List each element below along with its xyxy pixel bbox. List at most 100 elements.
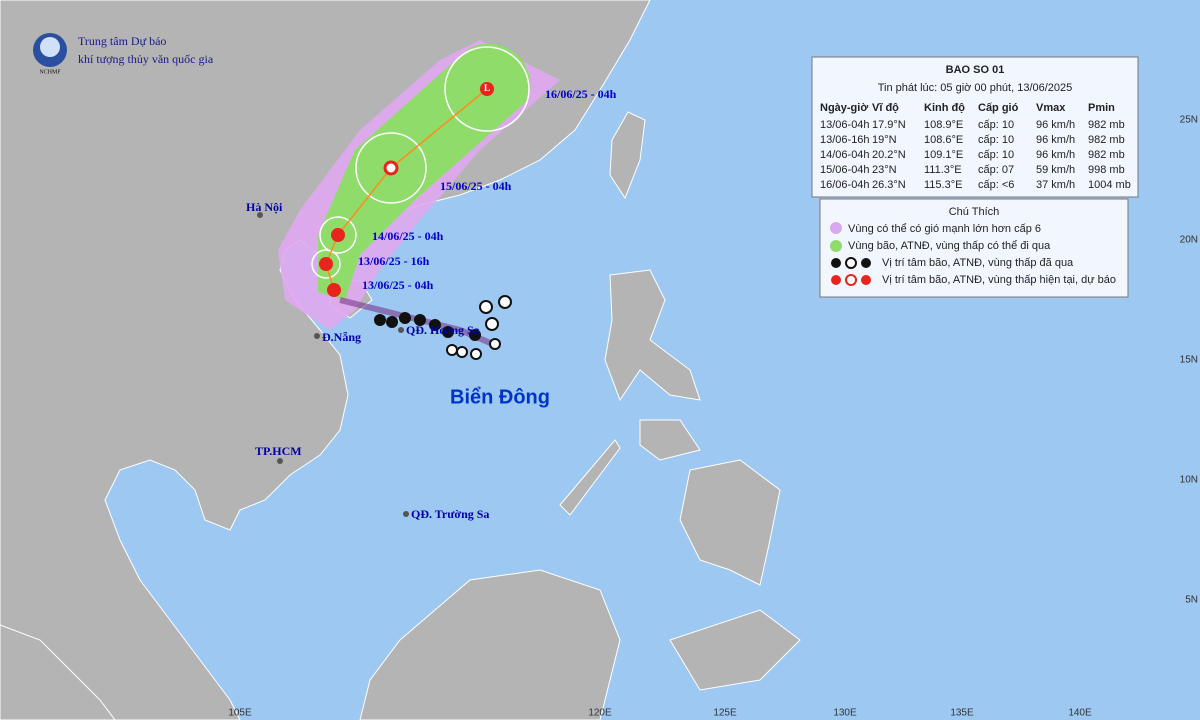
table-cell: 109.1°E xyxy=(924,149,963,161)
map-shape xyxy=(398,327,404,333)
map-shape: L xyxy=(484,83,490,93)
table-cell: 13/06-16h xyxy=(820,134,870,146)
logo: NCHMF xyxy=(33,33,67,75)
map-label: khí tượng thủy văn quốc gia xyxy=(78,52,214,66)
map-shape xyxy=(830,240,842,252)
map-label: Hà Nội xyxy=(246,200,283,214)
lon-label: 120E xyxy=(588,708,612,719)
column-header: Vĩ độ xyxy=(872,102,899,114)
column-header: Kinh độ xyxy=(924,102,965,114)
map-label: Đ.Nẵng xyxy=(322,330,361,344)
column-header: Vmax xyxy=(1036,102,1066,114)
map-shape xyxy=(679,459,781,586)
table-cell: 998 mb xyxy=(1088,164,1125,176)
map-label: NCHMF xyxy=(39,69,61,75)
map-label: Chú Thích xyxy=(949,206,1000,218)
legend-box: Chú Thích Vùng có thể có gió mạnh lớn hơ… xyxy=(819,198,1129,298)
map-shape xyxy=(446,344,458,356)
bulletin-box: BAO SO 01 Tin phát lúc: 05 giờ 00 phút, … xyxy=(811,56,1139,198)
map-shape xyxy=(383,160,399,176)
map-shape xyxy=(331,228,345,242)
map-shape xyxy=(311,249,341,279)
map-label: 15/06/25 - 04h xyxy=(440,179,512,193)
table-cell: cấp: 07 xyxy=(978,164,1014,176)
lat-label: 25N xyxy=(1180,115,1198,126)
table-cell: 26.3°N xyxy=(872,179,906,191)
map-label: Trung tâm Dự báo xyxy=(78,34,166,48)
lat-label: 15N xyxy=(1180,355,1198,366)
table-cell: 19°N xyxy=(872,134,897,146)
legend-item: Vùng bão, ATNĐ, vùng thấp có thể đi qua xyxy=(848,240,1051,252)
map-label: BAO SO 01 xyxy=(946,64,1005,76)
table-cell: 111.3°E xyxy=(924,164,962,176)
map-shape xyxy=(830,222,842,234)
lat-label: 10N xyxy=(1180,475,1198,486)
map-shape xyxy=(811,56,1139,198)
table-cell: cấp: 10 xyxy=(978,149,1014,161)
map-shape xyxy=(446,295,512,360)
map-label: Biển Đông xyxy=(450,386,550,408)
table-cell: 15/06-04h xyxy=(820,164,870,176)
map-shape xyxy=(456,346,468,358)
map-shape xyxy=(0,624,116,720)
map-shape xyxy=(831,275,841,285)
map-shape xyxy=(399,312,411,324)
table-cell: 115.3°E xyxy=(924,179,962,191)
map-label: 16/06/25 - 04h xyxy=(545,87,617,101)
map-shape xyxy=(314,333,320,339)
forecast-cone xyxy=(318,43,531,301)
table-cell: cấp: <6 xyxy=(978,179,1014,191)
table-cell: 96 km/h xyxy=(1036,119,1075,131)
map-label: 13/06/25 - 16h xyxy=(358,254,430,268)
map-shape xyxy=(327,283,341,297)
table-cell: 982 mb xyxy=(1088,149,1125,161)
map-shape xyxy=(480,82,494,96)
table-cell: 13/06-04h xyxy=(820,119,870,131)
map-shape xyxy=(319,257,333,271)
lon-label: 130E xyxy=(833,708,857,719)
map-shape xyxy=(386,316,398,328)
map-shape xyxy=(609,111,646,200)
legend-item: Vị trí tâm bão, ATNĐ, vùng thấp hiện tại… xyxy=(882,274,1116,286)
forecast-positions: L xyxy=(319,82,494,297)
map-label: 14/06/25 - 04h xyxy=(372,229,444,243)
map-label: Tin phát lúc: 05 giờ 00 phút, 13/06/2025 xyxy=(878,82,1073,94)
map-shape xyxy=(442,326,454,338)
map-shape xyxy=(257,212,263,218)
map-shape xyxy=(414,314,426,326)
map-label: 13/06/25 - 04h xyxy=(362,278,434,292)
map-shape xyxy=(469,329,481,341)
table-cell: cấp: 10 xyxy=(978,134,1014,146)
map-label: TP.HCM xyxy=(255,444,302,458)
map-label: QĐ. Hoàng Sa xyxy=(406,323,480,337)
column-header: Cấp gió xyxy=(978,102,1019,114)
map-shape xyxy=(559,439,621,516)
land xyxy=(0,0,801,720)
map-shape xyxy=(0,0,651,720)
map-shape xyxy=(470,348,482,360)
table-cell: 23°N xyxy=(872,164,897,176)
table-cell: 17.9°N xyxy=(872,119,906,131)
map-shape xyxy=(819,198,1129,298)
map-shape xyxy=(639,419,701,461)
column-header: Pmin xyxy=(1088,102,1115,114)
forecast-circles xyxy=(311,46,530,279)
table-cell: 20.2°N xyxy=(872,149,906,161)
map-shape xyxy=(861,275,871,285)
table-cell: 108.6°E xyxy=(924,134,963,146)
map-shape xyxy=(845,274,857,286)
map-shape xyxy=(498,295,512,309)
map-shape xyxy=(277,458,283,464)
lon-label: 140E xyxy=(1068,708,1092,719)
lon-label: 135E xyxy=(950,708,974,719)
table-cell: 16/06-04h xyxy=(820,179,870,191)
table-cell: 982 mb xyxy=(1088,134,1125,146)
table-cell: 96 km/h xyxy=(1036,149,1075,161)
past-track xyxy=(339,295,512,360)
map-shape xyxy=(403,511,409,517)
map-shape xyxy=(429,319,441,331)
map-shape xyxy=(479,300,493,314)
table-cell: cấp: 10 xyxy=(978,119,1014,131)
map-shape xyxy=(374,314,386,326)
